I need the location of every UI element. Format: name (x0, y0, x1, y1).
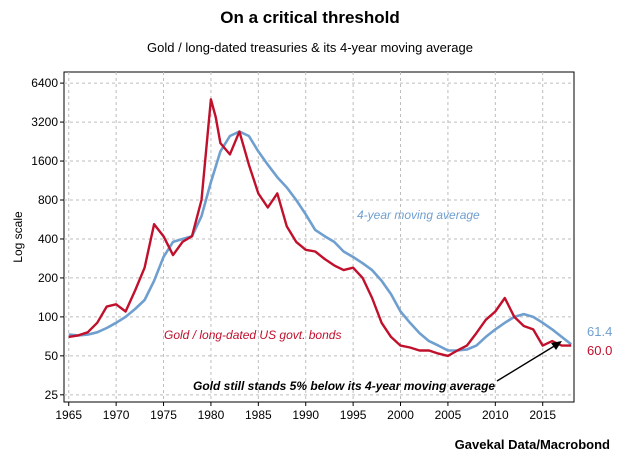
y-tick-label: 50 (45, 349, 59, 363)
y-tick-label: 800 (38, 193, 58, 207)
ma-annotation: 4-year moving average (357, 208, 480, 222)
x-tick-label: 2000 (387, 408, 414, 422)
y-axis-label: Log scale (11, 211, 25, 263)
x-tick-label: 1980 (198, 408, 225, 422)
y-tick-label: 200 (38, 271, 58, 285)
y-tick-label: 100 (38, 310, 58, 324)
ratio-annotation: Gold / long-dated US govt. bonds (164, 328, 341, 342)
ma-end-label: 61.4 (587, 324, 612, 339)
x-tick-label: 1970 (103, 408, 130, 422)
note-annotation: Gold still stands 5% below its 4-year mo… (193, 379, 495, 393)
chart-source: Gavekal Data/Macrobond (454, 437, 610, 452)
y-axis: 25 50 100 200 400 800 1600 3200 6400 (31, 76, 64, 402)
x-tick-label: 2005 (435, 408, 462, 422)
x-tick-label: 1995 (340, 408, 367, 422)
y-tick-label: 6400 (31, 76, 58, 90)
chart-subtitle: Gold / long-dated treasuries & its 4-yea… (147, 40, 473, 55)
y-tick-label: 25 (45, 388, 59, 402)
plot-area (63, 71, 575, 403)
ratio-end-label: 60.0 (587, 343, 612, 358)
x-tick-label: 1965 (55, 408, 82, 422)
grid (64, 72, 574, 402)
y-tick-label: 400 (38, 232, 58, 246)
x-tick-label: 1975 (150, 408, 177, 422)
gold-bond-ratio-line (68, 98, 572, 358)
y-tick-label: 1600 (31, 154, 58, 168)
x-tick-label: 2010 (482, 408, 509, 422)
x-tick-label: 1990 (292, 408, 319, 422)
x-tick-label: 1985 (245, 408, 272, 422)
note-arrow-head (551, 341, 562, 350)
chart-title: On a critical threshold (220, 8, 400, 27)
note-arrow-line (496, 344, 557, 382)
series-lines (68, 98, 572, 358)
x-tick-label: 2015 (529, 408, 556, 422)
moving-average-line (68, 130, 572, 352)
x-axis: 1965 1970 1975 1980 1985 1990 1995 2000 2005 2010… (55, 402, 556, 422)
y-tick-label: 3200 (31, 115, 58, 129)
